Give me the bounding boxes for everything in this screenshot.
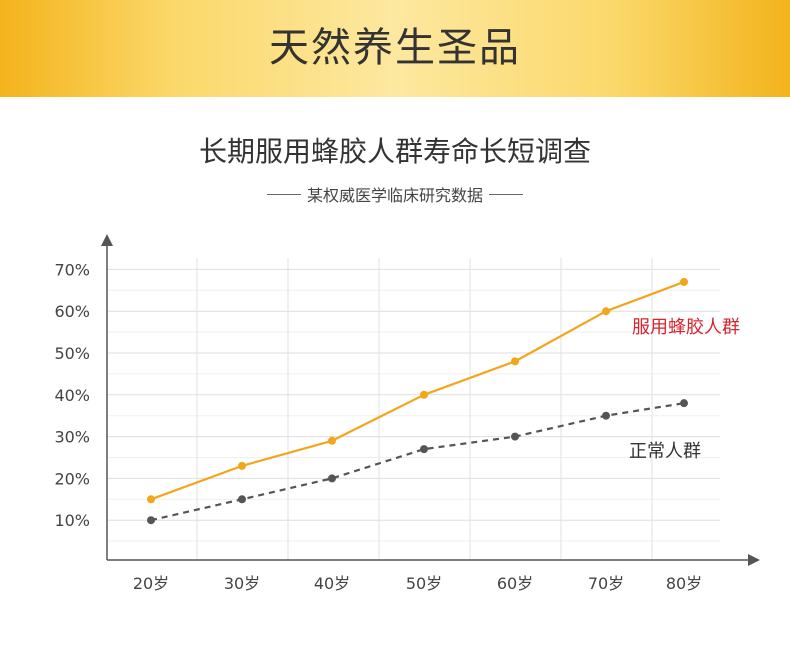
series-label: 正常人群 — [629, 441, 701, 462]
data-point — [328, 474, 336, 483]
x-tick-label: 20岁 — [133, 574, 169, 593]
data-point — [238, 461, 246, 470]
data-point — [511, 432, 519, 441]
y-tick-label: 20% — [54, 469, 90, 488]
chart-subtitle-row: 某权威医学临床研究数据 — [0, 183, 790, 205]
subtitle-rule-left — [266, 193, 301, 195]
data-point — [511, 357, 519, 366]
x-tick-label: 80岁 — [666, 574, 702, 593]
data-point — [238, 495, 246, 504]
data-point — [420, 445, 428, 454]
chart-title: 长期服用蜂胶人群寿命长短调查 — [198, 135, 591, 168]
chart-subtitle: 某权威医学临床研究数据 — [306, 186, 483, 205]
series-line-normal — [150, 402, 685, 522]
data-point — [147, 495, 155, 504]
data-point — [602, 411, 610, 420]
x-tick-label: 70岁 — [588, 574, 624, 593]
y-tick-label: 40% — [54, 386, 90, 405]
header-banner: 天然养生圣品 — [0, 0, 790, 97]
y-axis-arrow — [101, 234, 113, 246]
subtitle-rule-right — [489, 193, 523, 195]
x-axis-arrow — [748, 554, 760, 566]
data-point — [328, 436, 336, 445]
data-point — [680, 399, 688, 408]
x-tick-label: 30岁 — [224, 574, 260, 593]
data-point — [680, 277, 688, 286]
y-tick-label: 60% — [54, 302, 90, 321]
x-tick-label: 60岁 — [497, 574, 533, 593]
data-point — [602, 307, 610, 316]
y-tick-label: 70% — [54, 260, 90, 279]
y-tick-label: 10% — [54, 511, 90, 530]
series-label: 服用蜂胶人群 — [632, 317, 740, 338]
data-point — [147, 516, 155, 525]
banner-title: 天然养生圣品 — [269, 25, 521, 71]
data-point — [420, 390, 428, 399]
x-tick-label: 40岁 — [314, 574, 350, 593]
y-tick-label: 50% — [54, 344, 90, 363]
x-tick-label: 50岁 — [406, 574, 442, 593]
y-tick-label: 30% — [54, 428, 90, 447]
